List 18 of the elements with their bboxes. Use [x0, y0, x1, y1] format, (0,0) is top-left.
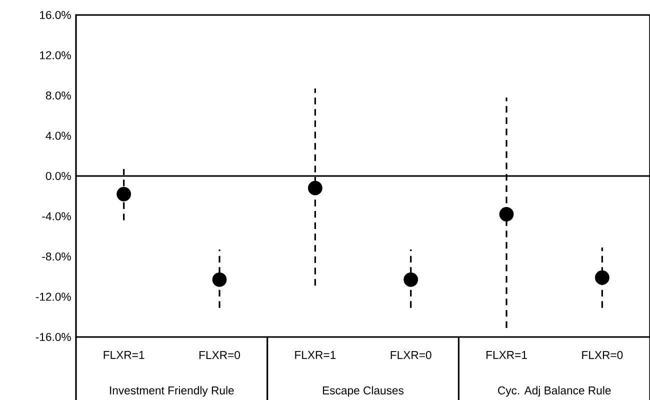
x-tick-label: FLXR=1 [104, 351, 144, 359]
y-tick-label: -4.0% [42, 212, 71, 220]
text: Investment Friendly Rule [110, 386, 234, 397]
x-tick-label: FLXR=0 [582, 351, 623, 360]
y-tick-label: 0.0% [46, 172, 71, 180]
text: Escape Clauses [322, 386, 404, 397]
x-tick-label: FLXR=0 [199, 351, 240, 360]
y-tick-label: -16.0% [36, 333, 71, 342]
x-tick-label: FLXR=1 [486, 351, 527, 359]
y-tick-label: -8.0% [42, 252, 71, 261]
y-tick-label: 8.0% [46, 91, 71, 100]
y-tick-label: 4.0% [46, 132, 71, 140]
x-tick-label: FLXR=1 [295, 351, 336, 359]
x-tick-label: FLXR=0 [390, 351, 432, 360]
y-tick-label: 12.0% [40, 51, 71, 60]
text: Cyc. Adj Balance Rule [498, 386, 611, 397]
y-tick-label: 16.0% [40, 10, 71, 20]
y-tick-label: -12.0% [36, 292, 71, 301]
